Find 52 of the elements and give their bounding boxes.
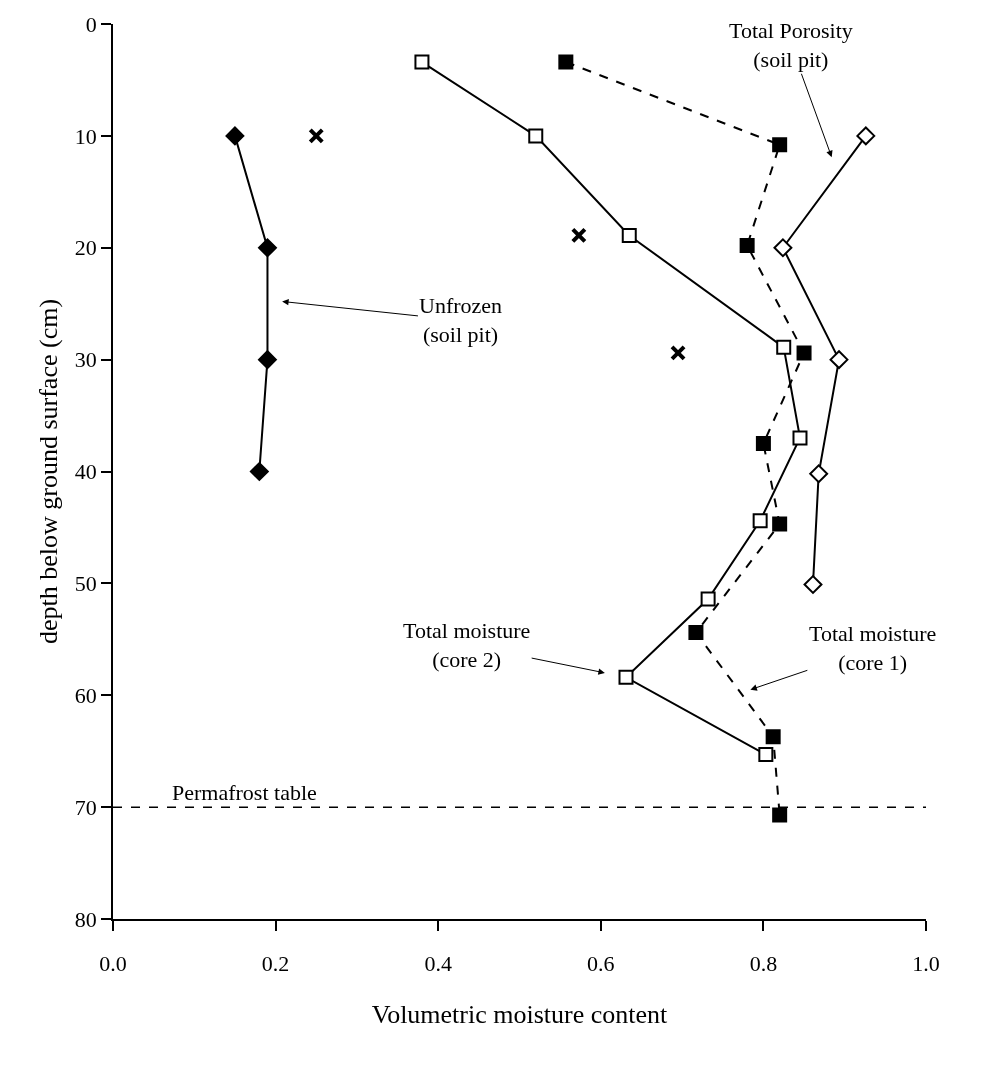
x-tick-label: 0.6: [587, 951, 615, 977]
point: [772, 137, 788, 153]
x-tick-label: 0.8: [749, 951, 778, 977]
point: [796, 345, 812, 361]
point: [570, 227, 587, 244]
point: [792, 430, 808, 446]
point: [618, 669, 634, 685]
point: [809, 464, 829, 484]
point: [225, 126, 245, 146]
point: [856, 126, 876, 146]
point: [765, 729, 781, 745]
x-tick-label: 0.2: [261, 951, 290, 977]
point: [308, 127, 325, 144]
x-tick-label: 1.0: [912, 951, 940, 977]
point: [700, 591, 716, 607]
y-tick-label: 0: [85, 11, 97, 37]
y-tick-label: 40: [74, 459, 97, 485]
point: [528, 128, 544, 144]
y-tick-label: 20: [74, 235, 97, 261]
point: [414, 54, 430, 70]
point: [621, 227, 637, 243]
point: [758, 747, 774, 763]
y-tick-label: 70: [74, 794, 97, 820]
y-axis-title: depth below ground surface (cm): [33, 298, 63, 645]
annotation: Total moisture (core 2): [403, 618, 531, 672]
point: [258, 350, 277, 370]
annotation: Total Porosity (soil pit): [729, 18, 853, 72]
point: [803, 575, 823, 594]
y-tick-label: 60: [74, 682, 97, 708]
point: [670, 344, 687, 361]
point: [772, 516, 788, 532]
point: [829, 350, 849, 370]
y-tick-label: 80: [74, 906, 97, 932]
point: [776, 339, 792, 355]
point: [772, 807, 788, 823]
point: [739, 238, 755, 254]
y-tick-label: 10: [74, 123, 97, 149]
point: [755, 436, 771, 452]
point: [773, 238, 793, 258]
point: [249, 462, 269, 481]
point: [258, 238, 277, 258]
x-tick-label: 0.4: [424, 951, 452, 977]
x-tick-label: 0.0: [99, 951, 127, 977]
ref-line-label: Permafrost table: [172, 780, 317, 805]
annotation: Unfrozen (soil pit): [419, 293, 503, 347]
y-tick-label: 50: [74, 571, 97, 597]
point: [688, 625, 704, 641]
y-tick-label: 30: [74, 347, 97, 373]
annotation: Total moisture (core 1): [809, 621, 937, 675]
x-axis-title: Volumetric moisture content: [371, 1000, 669, 1030]
point: [558, 54, 574, 70]
point: [752, 513, 768, 529]
